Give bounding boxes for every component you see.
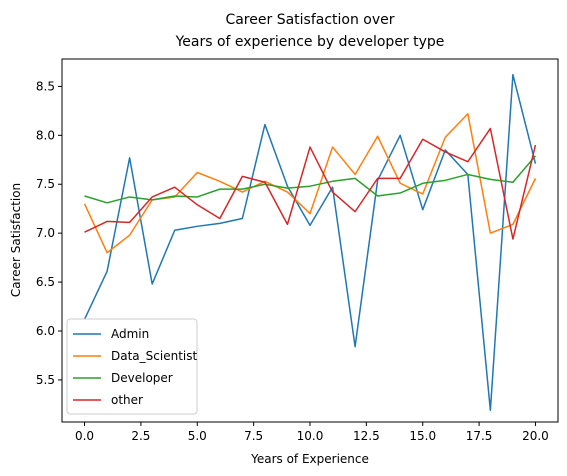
y-tick-label: 6.0 [36,324,55,338]
legend-entry-developer: Developer [111,371,173,385]
legend-entry-other: other [111,393,143,407]
x-tick-label: 5.0 [188,429,207,443]
y-tick-label: 5.5 [36,373,55,387]
legend-entry-data-scientist: Data_Scientist [111,349,197,363]
y-tick-label: 7.5 [36,177,55,191]
x-tick-label: 2.5 [131,429,150,443]
y-axis-label: Career Satisfaction [9,183,23,297]
y-tick-label: 7.0 [36,226,55,240]
x-axis-label: Years of Experience [250,452,369,466]
series-line-data-scientist [83,113,537,254]
x-tick-label: 0.0 [75,429,94,443]
y-tick-label: 8.0 [36,128,55,142]
x-tick-label: 10.0 [297,429,324,443]
chart-title-line-1: Career Satisfaction over [225,12,394,28]
x-tick-label: 12.5 [353,429,380,443]
chart-title-line-2: Years of experience by developer type [175,34,445,50]
series-line-admin [83,73,537,412]
y-axis: 5.5 6.0 6.5 7.0 7.5 8.0 8.5 [36,79,62,387]
legend: Admin Data_Scientist Developer other [66,318,198,415]
y-tick-label: 6.5 [36,275,55,289]
x-axis: 0.0 2.5 5.0 7.5 10.0 12.5 15.0 17.5 20.0 [75,422,549,443]
x-tick-label: 7.5 [244,429,263,443]
x-tick-label: 20.0 [522,429,549,443]
series-line-developer [84,155,537,204]
legend-entry-admin: Admin [111,327,149,341]
series-line-other [84,127,537,240]
x-tick-label: 15.0 [409,429,436,443]
legend-box [66,318,198,415]
y-tick-label: 8.5 [36,79,55,93]
series-lines [83,73,537,412]
x-tick-label: 17.5 [466,429,493,443]
